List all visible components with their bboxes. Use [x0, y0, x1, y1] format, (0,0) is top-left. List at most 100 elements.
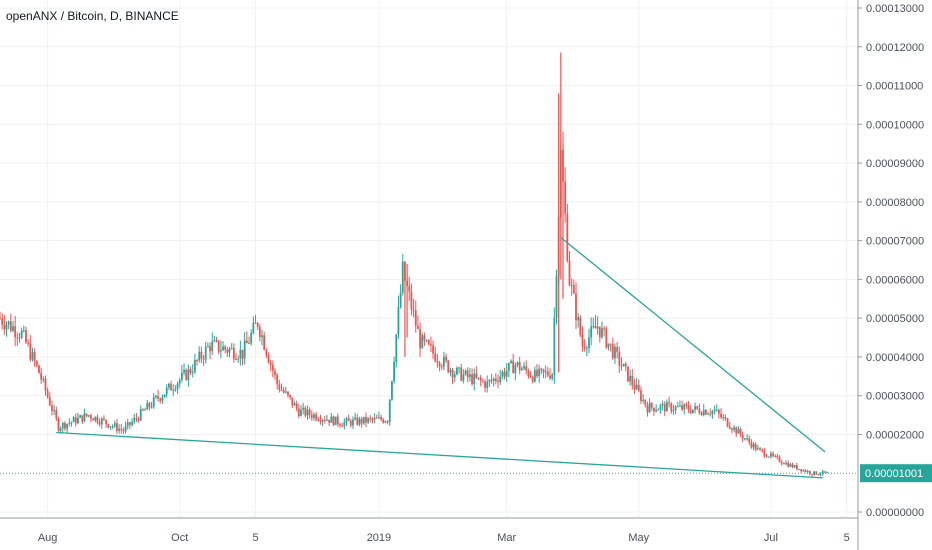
- candle-body-up: [661, 404, 664, 406]
- candle-body-down: [256, 323, 259, 327]
- candle-body-up: [642, 399, 645, 401]
- candle-body-up: [187, 369, 190, 380]
- candle-body-down: [57, 418, 60, 431]
- trendline: [560, 237, 826, 453]
- candle-body-down: [430, 344, 432, 346]
- candle-body-down: [685, 404, 688, 407]
- candle-body-up: [596, 326, 599, 329]
- candle-body-down: [276, 374, 279, 385]
- candle-body-down: [185, 369, 188, 380]
- candle-body-down: [25, 330, 27, 343]
- candle-body-up: [12, 326, 14, 331]
- candle-body-down: [46, 390, 49, 398]
- candle-body-up: [155, 395, 157, 398]
- candle-body-down: [64, 422, 66, 429]
- candle-body-down: [170, 383, 172, 391]
- candle-body-down: [217, 340, 220, 352]
- y-tick-label: 0.00009000: [866, 158, 924, 170]
- candle-body-down: [640, 390, 642, 401]
- candle-body-up: [555, 276, 558, 318]
- candle-body-down: [637, 384, 640, 391]
- candle-body-up: [174, 389, 177, 391]
- candle-body-down: [122, 429, 125, 432]
- candle-body-down: [670, 403, 673, 412]
- candle-body-up: [61, 422, 64, 429]
- candle-body-down: [328, 419, 331, 423]
- candle-body-up: [66, 423, 69, 429]
- candle-body-down: [120, 428, 123, 430]
- candle-body-up: [293, 403, 296, 406]
- candle-body-up: [7, 321, 10, 325]
- candle-body-up: [397, 306, 400, 335]
- candle-body-down: [739, 429, 742, 435]
- candle-body-down: [549, 375, 551, 379]
- candle-body-down: [310, 414, 313, 418]
- candle-body-up: [393, 362, 395, 382]
- candle-body-down: [196, 360, 198, 362]
- candle-body-up: [421, 335, 424, 349]
- candle-body-down: [332, 416, 335, 425]
- candle-body-down: [412, 309, 415, 311]
- candle-body-down: [494, 378, 497, 381]
- candle-body-up: [167, 383, 170, 388]
- candle-body-up: [577, 317, 580, 321]
- x-tick-label: Aug: [38, 532, 58, 544]
- candle-body-down: [605, 328, 608, 348]
- candle-body-down: [765, 455, 768, 457]
- candle-body-up: [501, 371, 504, 377]
- candle-body-down: [35, 361, 38, 366]
- candle-body-down: [451, 370, 454, 378]
- candle-body-down: [209, 346, 211, 352]
- candle-body-down: [135, 417, 138, 419]
- candle-body-down: [546, 371, 549, 376]
- candle-body-up: [813, 471, 816, 475]
- candle-body-down: [681, 405, 683, 410]
- candle-body-down: [417, 325, 419, 330]
- candle-body-up: [59, 428, 62, 431]
- candle-body-down: [315, 414, 318, 420]
- candle-body-up: [401, 261, 404, 293]
- candle-body-down: [808, 471, 811, 474]
- candle-body-up: [358, 418, 361, 425]
- candle-body-up: [449, 370, 452, 373]
- candle-body-down: [772, 453, 774, 456]
- candle-body-down: [624, 363, 627, 367]
- candle-body-up: [743, 438, 746, 440]
- candle-body-up: [243, 340, 246, 359]
- candle-body-up: [198, 351, 201, 361]
- candle-body-up: [789, 464, 792, 467]
- candle-body-up: [77, 417, 79, 424]
- candle-body-down: [774, 455, 777, 457]
- candle-body-up: [458, 367, 460, 369]
- candle-body-down: [105, 419, 108, 425]
- candle-body-up: [109, 426, 112, 428]
- candle-body-up: [683, 404, 686, 410]
- candle-body-up: [629, 375, 632, 382]
- candle-body-down: [282, 389, 285, 393]
- candle-body-down: [763, 450, 766, 456]
- candle-body-up: [191, 371, 194, 373]
- last-price-label: 0.00001001: [865, 468, 923, 480]
- candle-body-up: [343, 422, 346, 427]
- y-tick-label: 0.00003000: [866, 391, 924, 403]
- candle-body-up: [113, 423, 116, 427]
- chart-title: openANX / Bitcoin, D, BINANCE: [6, 9, 179, 23]
- x-tick-label: Mar: [497, 532, 516, 544]
- candle-body-up: [42, 378, 45, 380]
- candle-body-up: [334, 416, 337, 425]
- candle-body-down: [616, 346, 619, 352]
- candle-body-up: [395, 334, 398, 363]
- candle-body-down: [427, 340, 430, 345]
- candle-body-down: [700, 413, 703, 415]
- candle-body-down: [579, 317, 582, 336]
- candle-body-up: [250, 333, 253, 344]
- candle-body-down: [371, 418, 374, 420]
- candle-body-up: [5, 324, 8, 330]
- candle-body-down: [137, 418, 140, 421]
- candle-body-up: [228, 348, 231, 353]
- candle-body-up: [785, 462, 787, 465]
- candle-body-down: [419, 329, 421, 349]
- candle-body-down: [575, 293, 577, 321]
- candle-body-up: [373, 417, 376, 420]
- candle-body-up: [79, 415, 82, 418]
